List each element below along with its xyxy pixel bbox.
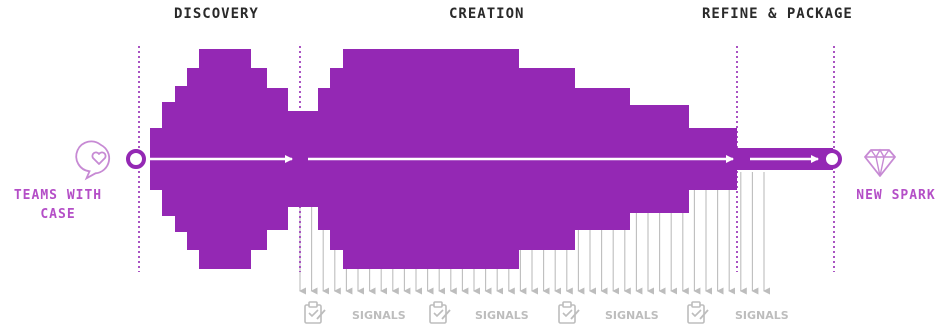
start-node — [126, 149, 146, 169]
signal-label: SIGNALS — [352, 309, 406, 322]
signal-label: SIGNALS — [605, 309, 659, 322]
flow-line — [126, 149, 842, 169]
clipboard-icon — [558, 301, 580, 324]
phase-label-discovery: DISCOVERY — [174, 6, 259, 22]
clipboard-icon — [429, 301, 451, 324]
signal-marker: SIGNALS — [687, 301, 789, 324]
phase-label-creation: CREATION — [449, 6, 525, 22]
signal-markers: SIGNALS SIGNALS SIGNALS SIGNALS — [304, 301, 789, 324]
start-label: TEAMS WITH CASE — [13, 188, 103, 222]
signal-marker: SIGNALS — [558, 301, 659, 324]
heart-speech-bubble-icon — [75, 140, 111, 181]
signal-marker: SIGNALS — [429, 301, 529, 324]
end-node — [822, 149, 842, 169]
clipboard-icon — [687, 301, 709, 324]
clipboard-icon — [304, 301, 326, 324]
icons — [75, 140, 896, 181]
diamond-icon — [864, 148, 896, 177]
signal-label: SIGNALS — [735, 309, 789, 322]
signal-label: SIGNALS — [475, 309, 529, 322]
phase-label-refine-package: REFINE & PACKAGE — [702, 6, 853, 22]
end-label: NEW SPARK — [856, 188, 936, 203]
signal-marker: SIGNALS — [304, 301, 406, 324]
